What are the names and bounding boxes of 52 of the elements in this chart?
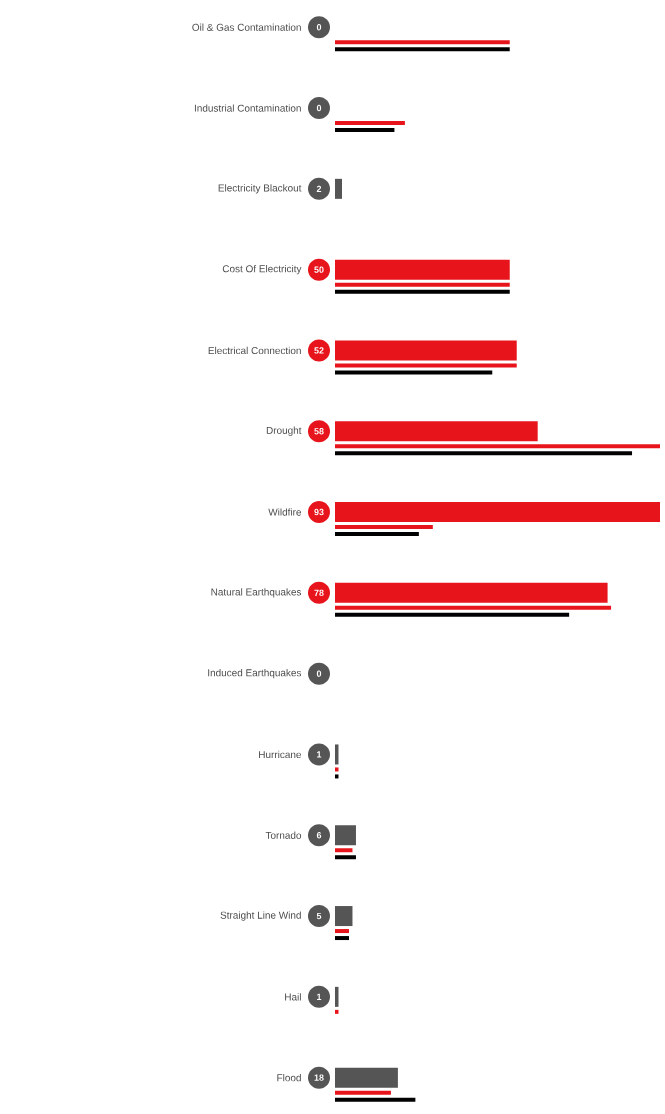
bar [335, 848, 353, 853]
bar [335, 906, 353, 927]
data-label: 52 [314, 347, 324, 354]
bar [335, 289, 510, 294]
y-tick-label: Hurricane [259, 750, 302, 759]
data-label: 0 [316, 670, 322, 677]
y-tick-label: Industrial Contamination [194, 104, 301, 112]
bar [335, 40, 510, 45]
bar [335, 47, 510, 52]
bar [335, 121, 405, 126]
bar [335, 936, 349, 941]
bar [335, 525, 433, 530]
data-label: 5 [316, 912, 322, 920]
bar [335, 451, 633, 456]
data-label: 93 [314, 508, 324, 516]
data-label: 2 [316, 185, 322, 192]
bar [335, 178, 342, 199]
bar [335, 612, 570, 617]
bar [335, 855, 356, 860]
y-tick-label: Electricity Blackout [218, 184, 302, 194]
y-tick-label: Drought [266, 426, 302, 436]
bar [335, 605, 612, 610]
y-tick-label: Wildfire [268, 508, 302, 516]
y-tick-label: Tornado [265, 831, 302, 839]
y-tick-label: Oil & Gas Contamination [192, 23, 301, 31]
bar [335, 363, 517, 368]
data-label: 6 [316, 832, 322, 839]
data-label: 50 [314, 266, 324, 273]
data-label: 1 [317, 751, 322, 758]
bar [335, 444, 660, 449]
bar [335, 1097, 416, 1102]
bar [335, 282, 510, 287]
bar [335, 532, 419, 537]
bar [335, 929, 349, 934]
data-label: 0 [316, 104, 322, 112]
y-tick-label: Cost Of Electricity [222, 265, 302, 275]
data-label: 18 [314, 1074, 324, 1081]
y-tick-label: Flood [277, 1074, 301, 1082]
y-tick-label: Induced Earthquakes [208, 669, 302, 679]
y-tick-label: Straight Line Wind [220, 911, 301, 921]
data-label: 58 [314, 428, 324, 435]
bar [335, 128, 395, 133]
data-label: 1 [317, 993, 322, 1000]
y-tick-label: Electrical Connection [208, 346, 301, 355]
bar [335, 370, 493, 375]
bar [335, 825, 356, 846]
bar [335, 1067, 398, 1088]
y-tick-label: Natural Earthquakes [211, 588, 302, 598]
bar [335, 1090, 391, 1095]
y-tick-label: Hail [285, 993, 301, 1001]
data-label: 0 [316, 24, 322, 31]
data-label: 78 [314, 589, 324, 597]
